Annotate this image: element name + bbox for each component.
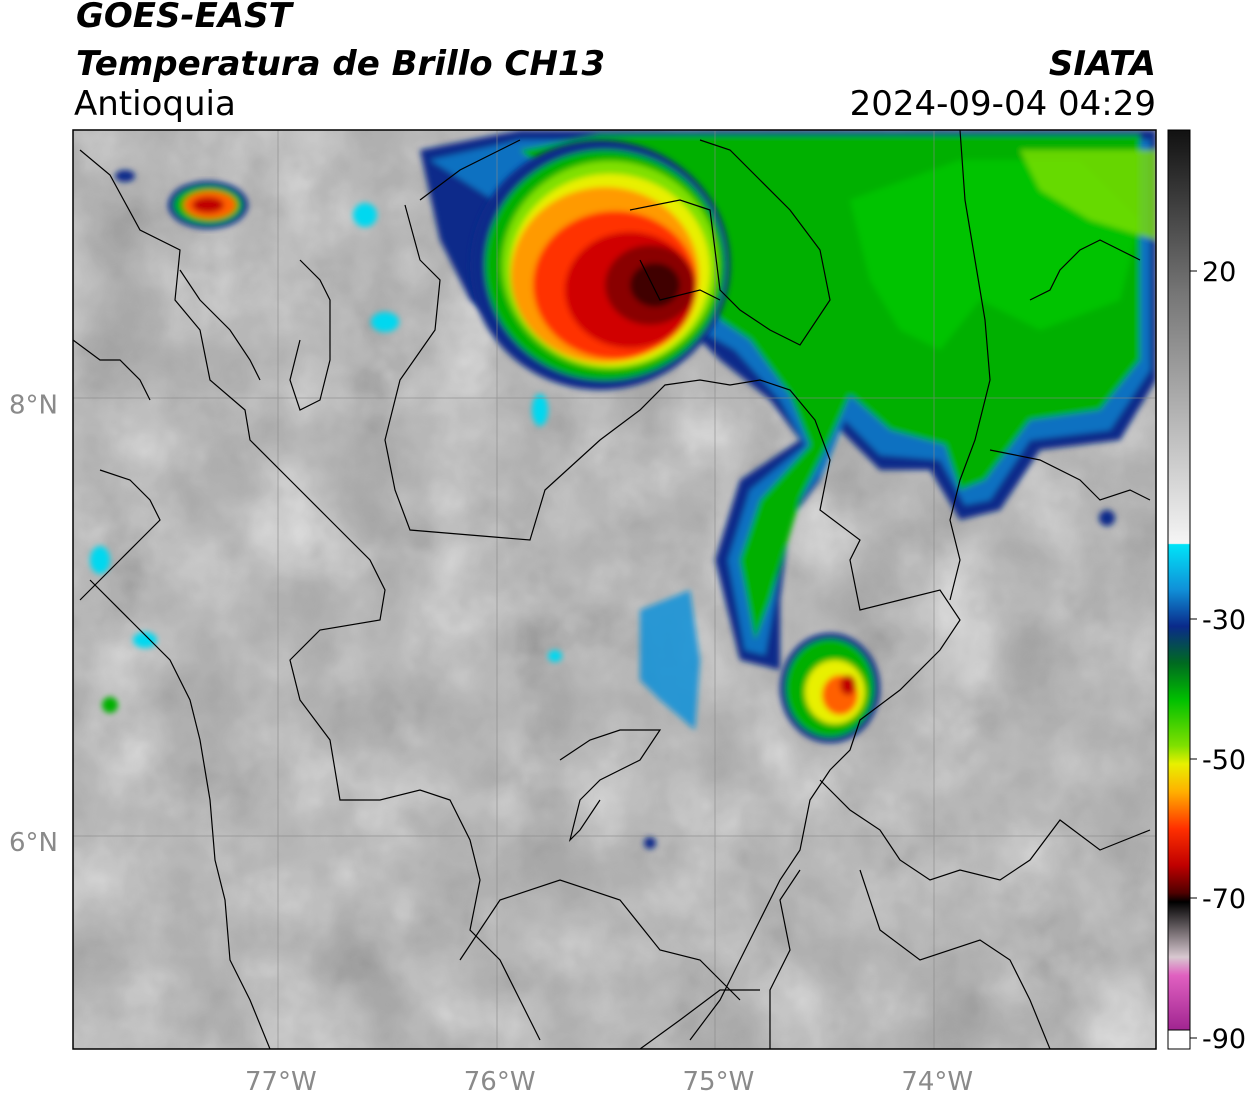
organization-label: SIATA	[1048, 44, 1156, 84]
map-frame	[72, 129, 1157, 1050]
longitude-labels: 77°W 76°W 75°W 74°W	[245, 1067, 973, 1097]
administrative-boundaries	[73, 130, 1151, 1049]
colorbar-ticks: 20 -30 -50 -70 -90	[1190, 257, 1246, 1055]
colorbar: 20 -30 -50 -70 -90	[1167, 129, 1246, 1055]
northern-convective-system	[470, 140, 730, 390]
northwest-convective-cell	[168, 181, 248, 229]
latitude-labels: 8°N 6°N	[9, 391, 58, 859]
gridlines	[73, 130, 1156, 1049]
colorbar-tick-label: -30	[1202, 605, 1246, 636]
longitude-label: 74°W	[901, 1067, 973, 1097]
region-label: Antioquia	[74, 84, 236, 124]
colorbar-tick-label: 20	[1202, 257, 1236, 288]
colorbar-min-swatch	[1167, 1029, 1191, 1050]
satellite-title: GOES-EAST	[76, 0, 292, 36]
colorbar-tick-label: -90	[1202, 1024, 1246, 1055]
latitude-label: 6°N	[9, 828, 58, 858]
longitude-label: 75°W	[683, 1067, 755, 1097]
datetime-label: 2024-09-04 04:29	[849, 84, 1156, 124]
eastern-convective-cell	[780, 633, 880, 743]
small-cloud-patches	[90, 170, 1115, 849]
longitude-label: 77°W	[245, 1067, 317, 1097]
colorbar-tick-label: -70	[1202, 884, 1246, 915]
colorbar-ramp	[1167, 129, 1191, 1050]
latitude-label: 8°N	[9, 391, 58, 421]
colorbar-tick-label: -50	[1202, 745, 1246, 776]
product-title: Temperatura de Brillo CH13	[76, 44, 606, 84]
longitude-label: 76°W	[464, 1067, 536, 1097]
map-area	[73, 130, 1156, 1049]
